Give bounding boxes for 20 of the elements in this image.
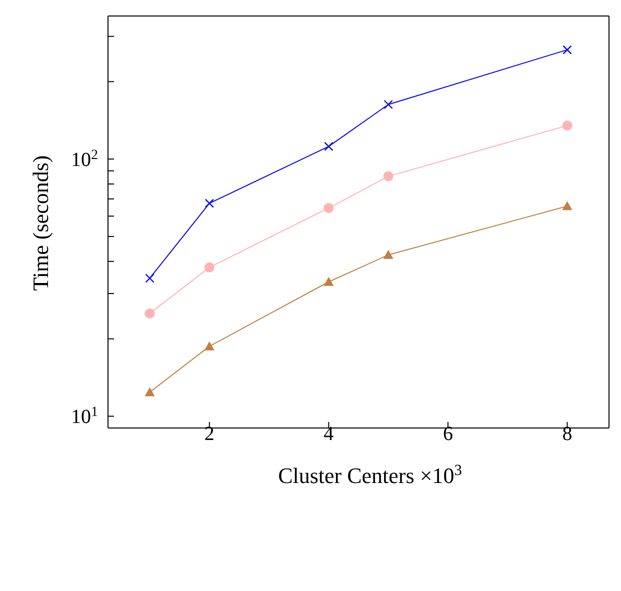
point xyxy=(324,203,334,214)
point xyxy=(324,276,334,286)
point xyxy=(383,250,394,259)
y-tick-label: 10$^{1}$ xyxy=(71,404,98,428)
point xyxy=(144,308,155,318)
point xyxy=(145,274,154,283)
point xyxy=(204,341,214,350)
point xyxy=(204,262,214,272)
x-axis-title: Cluster Centers ×10$^{3}$ xyxy=(278,462,462,488)
x-tick-label: 4 xyxy=(324,423,334,445)
point xyxy=(144,387,155,396)
point xyxy=(324,142,334,152)
point xyxy=(562,201,572,210)
point xyxy=(383,171,394,182)
y-tick-label: 10$^{2}$ xyxy=(71,148,98,172)
point xyxy=(204,198,214,208)
y-axis-title: Time (seconds) xyxy=(28,155,53,291)
point xyxy=(562,45,572,54)
point xyxy=(562,120,572,131)
point xyxy=(384,100,393,110)
